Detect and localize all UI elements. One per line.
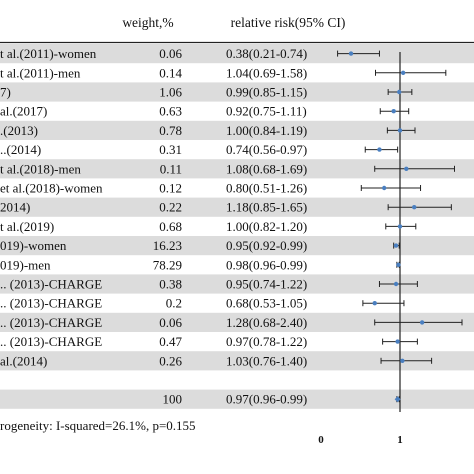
point-estimate bbox=[396, 262, 401, 267]
x-tick-label: 1 bbox=[397, 434, 403, 446]
x-tick-label: 0 bbox=[318, 434, 324, 446]
rr-ci-value: 0.68(0.53-1.05) bbox=[226, 296, 307, 311]
weight-value: 0.2 bbox=[166, 296, 182, 311]
rr-ci-value: 0.98(0.96-0.99) bbox=[226, 257, 307, 272]
overall-point bbox=[394, 396, 401, 403]
point-estimate bbox=[419, 320, 425, 325]
study-label: 019)-women bbox=[0, 238, 67, 253]
point-estimate bbox=[397, 128, 403, 133]
weight-value: 0.22 bbox=[159, 200, 182, 215]
row-band bbox=[0, 312, 474, 332]
study-label: al.(2017) bbox=[0, 104, 47, 119]
study-label: .. (2013)-CHARGE bbox=[0, 296, 102, 311]
rr-ci-value: 0.92(0.75-1.11) bbox=[226, 104, 307, 119]
rr-ci-value: 0.95(0.92-0.99) bbox=[226, 238, 307, 253]
weight-value: 0.06 bbox=[159, 315, 182, 330]
point-estimate bbox=[412, 205, 417, 210]
rr-ci-value: 1.08(0.68-1.69) bbox=[226, 161, 307, 176]
weight-value: 0.14 bbox=[159, 65, 182, 80]
rr-ci-value: 1.28(0.68-2.40) bbox=[226, 315, 307, 330]
point-estimate bbox=[393, 281, 399, 287]
study-rows: t al.(2011)-women 0.06 0.38(0.21-0.74) t al… bbox=[0, 46, 307, 407]
study-label: t al.(2011)-men bbox=[0, 65, 81, 80]
rr-ci-value: 1.18(0.85-1.65) bbox=[226, 200, 307, 215]
weight-value: 0.63 bbox=[159, 104, 182, 119]
point-estimate bbox=[404, 166, 409, 171]
study-label: 019)-men bbox=[0, 257, 51, 272]
row-band bbox=[0, 120, 474, 140]
row-band bbox=[0, 82, 474, 102]
weight-value: 0.38 bbox=[159, 277, 182, 292]
heterogeneity-text: rogeneity: I-squared=26.1%, p=0.155 bbox=[0, 418, 196, 433]
rr-ci-value: 1.04(0.69-1.58) bbox=[226, 65, 307, 80]
point-estimate bbox=[393, 243, 399, 248]
point-estimate bbox=[397, 89, 402, 95]
study-label: .. (2013)-CHARGE bbox=[0, 315, 102, 330]
point-estimate bbox=[391, 109, 396, 114]
weight-value: 78.29 bbox=[153, 257, 182, 272]
rr-ci-value: 0.97(0.78-1.22) bbox=[226, 334, 307, 349]
point-estimate bbox=[397, 224, 403, 229]
row-band bbox=[0, 197, 474, 217]
plot-marks bbox=[337, 50, 463, 412]
weight-value: 0.11 bbox=[160, 161, 182, 176]
study-label: .. (2013)-CHARGE bbox=[0, 334, 102, 349]
point-estimate bbox=[372, 301, 377, 306]
rr-ci-value: 0.95(0.74-1.22) bbox=[226, 277, 307, 292]
row-band bbox=[0, 351, 474, 371]
rr-ci-value: 0.80(0.51-1.26) bbox=[226, 181, 307, 196]
study-label: .(2013) bbox=[0, 123, 38, 138]
point-estimate bbox=[377, 147, 382, 152]
weight-value: 0.12 bbox=[159, 181, 182, 196]
rr-ci-value: 1.03(0.76-1.40) bbox=[226, 353, 307, 368]
weight-value: 16.23 bbox=[153, 238, 182, 253]
rr-ci-value: 0.74(0.56-0.97) bbox=[226, 142, 307, 157]
rr-ci-value: 0.99(0.85-1.15) bbox=[226, 85, 307, 100]
weight-column-header: weight,% bbox=[122, 15, 173, 30]
study-label: 2014) bbox=[0, 200, 30, 215]
study-label: t al.(2019) bbox=[0, 219, 54, 234]
weight-value: 0.06 bbox=[159, 46, 182, 61]
rr-column-header: relative risk(95% CI) bbox=[231, 15, 346, 30]
study-label: al.(2014) bbox=[0, 353, 47, 368]
rr-ci-value: 1.00(0.82-1.20) bbox=[226, 219, 307, 234]
weight-value: 0.26 bbox=[159, 353, 182, 368]
weight-value: 0.78 bbox=[159, 123, 182, 138]
study-label: 7) bbox=[0, 85, 11, 100]
row-band bbox=[0, 274, 474, 294]
study-label: t al.(2018)-men bbox=[0, 161, 81, 176]
study-label: .. (2013)-CHARGE bbox=[0, 277, 102, 292]
rr-ci-value: 1.00(0.84-1.19) bbox=[226, 123, 307, 138]
point-estimate bbox=[400, 70, 406, 76]
row-band bbox=[0, 236, 474, 256]
point-estimate bbox=[400, 358, 405, 363]
study-label: et al.(2018)-women bbox=[0, 181, 103, 196]
weight-value: 0.68 bbox=[159, 219, 182, 234]
weight-value: 1.06 bbox=[159, 85, 182, 100]
point-estimate bbox=[382, 185, 387, 191]
row-band bbox=[0, 159, 474, 179]
weight-value: 0.47 bbox=[159, 334, 182, 349]
point-estimate bbox=[348, 51, 354, 56]
row-band bbox=[0, 44, 474, 64]
rr-ci-value: 0.97(0.96-0.99) bbox=[226, 392, 307, 407]
rr-ci-value: 0.38(0.21-0.74) bbox=[226, 46, 307, 61]
point-estimate bbox=[395, 339, 400, 344]
weight-value: 0.31 bbox=[159, 142, 182, 157]
row-bands bbox=[0, 44, 474, 409]
study-label: ..(2014) bbox=[0, 142, 41, 157]
study-label: t al.(2011)-women bbox=[0, 46, 97, 61]
weight-value: 100 bbox=[163, 392, 183, 407]
row-band bbox=[0, 389, 474, 409]
